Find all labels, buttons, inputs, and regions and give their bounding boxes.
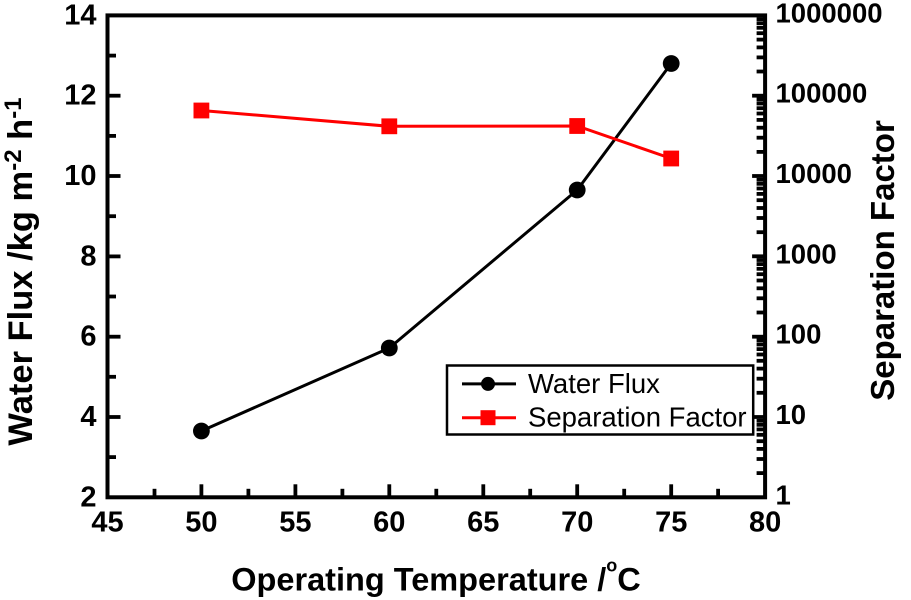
- svg-text:Water Flux: Water Flux: [528, 368, 660, 399]
- svg-text:70: 70: [561, 507, 593, 539]
- svg-text:50: 50: [185, 507, 217, 539]
- svg-text:45: 45: [91, 507, 123, 539]
- svg-text:100: 100: [776, 319, 822, 350]
- svg-text:65: 65: [467, 507, 499, 539]
- svg-text:12: 12: [64, 80, 96, 112]
- svg-text:10000: 10000: [776, 158, 852, 189]
- svg-text:1000: 1000: [776, 238, 837, 269]
- svg-text:55: 55: [279, 507, 311, 539]
- svg-text:10: 10: [776, 399, 807, 430]
- svg-text:8: 8: [80, 240, 96, 272]
- svg-text:1: 1: [776, 479, 791, 510]
- svg-text:10: 10: [64, 160, 96, 192]
- svg-text:14: 14: [64, 0, 96, 31]
- svg-text:Separation Factor: Separation Factor: [528, 402, 747, 433]
- svg-text:80: 80: [749, 507, 781, 539]
- svg-text:4: 4: [80, 401, 96, 433]
- svg-text:2: 2: [80, 481, 96, 513]
- svg-text:75: 75: [655, 507, 687, 539]
- svg-text:Water Flux /kg m-2 h-1: Water Flux /kg m-2 h-1: [0, 97, 40, 445]
- svg-text:1000000: 1000000: [776, 0, 883, 28]
- svg-text:Separation Factor: Separation Factor: [864, 120, 901, 401]
- svg-text:100000: 100000: [776, 78, 868, 109]
- svg-text:Operating Temperature /oC: Operating Temperature /oC: [231, 556, 641, 598]
- svg-text:60: 60: [373, 507, 405, 539]
- svg-text:6: 6: [80, 321, 96, 353]
